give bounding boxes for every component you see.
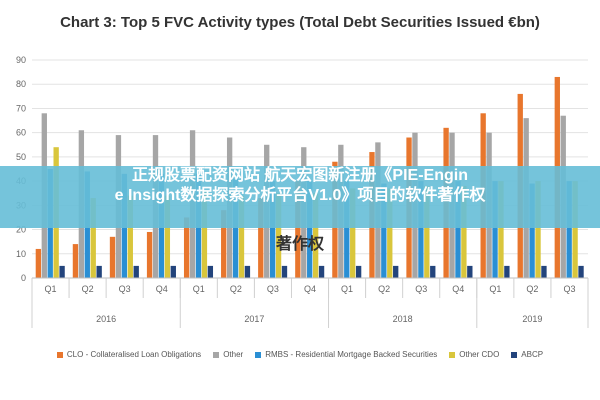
bar	[461, 185, 467, 278]
bar	[498, 181, 504, 278]
bar	[307, 181, 313, 278]
bar	[430, 265, 436, 278]
year-label: 2018	[393, 314, 413, 324]
chart-title: Chart 3: Top 5 FVC Activity types (Total…	[60, 14, 540, 31]
x-tick-label: Q3	[267, 284, 279, 294]
bar	[387, 188, 393, 278]
chart-legend: CLO - Collateralised Loan Obligations Oth…	[0, 350, 600, 359]
y-tick-label: 70	[16, 103, 26, 113]
bar	[541, 265, 547, 278]
legend-swatch	[449, 351, 456, 358]
bar	[72, 244, 79, 278]
bar	[232, 178, 239, 278]
x-tick-label: Q4	[156, 284, 168, 294]
legend-label: Other	[223, 350, 244, 359]
bar	[258, 198, 264, 278]
legend-item: RMBS - Residential Mortgage Backed Secur…	[255, 350, 437, 359]
watermark-line-2: e Insight数据探索分析平台V1.0》项目的软件著作权	[114, 187, 486, 204]
legend-swatch	[255, 351, 262, 358]
bar	[183, 217, 190, 278]
legend-label: ABCP	[521, 350, 544, 359]
bar	[318, 265, 325, 278]
bar	[275, 193, 282, 278]
bar	[238, 195, 245, 278]
bar	[578, 265, 584, 278]
bar	[455, 181, 461, 278]
year-label: 2019	[522, 314, 542, 324]
bar	[164, 195, 171, 278]
bar	[312, 193, 319, 278]
bar	[146, 231, 153, 278]
year-label: 2017	[244, 314, 264, 324]
watermark-line-3: 著作权	[275, 236, 324, 253]
x-tick-label: Q4	[304, 284, 316, 294]
x-tick-label: Q2	[230, 284, 242, 294]
legend-label: CLO - Collateralised Loan Obligations	[66, 350, 202, 359]
bar	[295, 181, 301, 278]
x-tick-label: Q1	[489, 284, 501, 294]
watermark-banner: 正规股票配资网站 航天宏图新注册《PIE-Engin e Insight数据探索…	[0, 166, 600, 228]
x-tick-label: Q4	[452, 284, 464, 294]
bar	[418, 181, 424, 278]
legend-label: Other CDO	[459, 350, 500, 359]
bar	[467, 265, 473, 278]
x-tick-label: Q3	[415, 284, 427, 294]
bar	[269, 181, 276, 278]
bar	[529, 183, 535, 278]
y-tick-label: 90	[16, 55, 26, 65]
legend-item: Other	[213, 350, 243, 359]
bar	[281, 265, 288, 278]
x-tick-label: Q3	[119, 284, 131, 294]
bar	[170, 265, 176, 278]
bar	[393, 265, 399, 278]
legend-swatch	[213, 351, 220, 358]
legend-swatch	[511, 351, 518, 358]
x-tick-label: Q1	[341, 284, 353, 294]
bar	[355, 265, 362, 278]
legend-item: ABCP	[511, 350, 543, 359]
watermark-line-1: 正规股票配资网站 航天宏图新注册《PIE-Engin	[131, 167, 468, 184]
bar	[504, 265, 510, 278]
bar	[207, 265, 214, 278]
bar	[90, 198, 96, 278]
bar	[35, 248, 42, 278]
legend-swatch	[56, 351, 63, 358]
legend-label: RMBS - Residential Mortgage Backed Secur…	[265, 350, 438, 359]
bar	[59, 265, 65, 278]
x-tick-label: Q3	[563, 284, 575, 294]
legend-item: CLO - Collateralised Loan Obligations	[56, 350, 202, 359]
legend-item: Other CDO	[449, 350, 499, 359]
bar	[344, 181, 350, 278]
x-tick-label: Q1	[193, 284, 205, 294]
bar	[350, 188, 356, 278]
y-tick-label: 50	[16, 152, 26, 162]
bar	[96, 265, 102, 278]
y-tick-label: 0	[21, 273, 26, 283]
y-tick-label: 60	[16, 128, 26, 138]
y-tick-label: 10	[16, 249, 26, 259]
bar	[244, 265, 251, 278]
bar	[221, 210, 227, 278]
bar	[566, 181, 572, 278]
bar	[133, 265, 139, 278]
y-tick-label: 20	[16, 225, 26, 235]
bar	[109, 236, 116, 278]
x-tick-label: Q1	[45, 284, 57, 294]
bar	[381, 183, 387, 278]
bar	[424, 185, 430, 278]
bar	[127, 195, 133, 278]
x-tick-label: Q2	[82, 284, 94, 294]
bar	[572, 181, 578, 278]
bar	[535, 181, 541, 278]
y-tick-label: 80	[16, 79, 26, 89]
bar	[492, 181, 498, 278]
x-tick-label: Q2	[526, 284, 538, 294]
bar	[201, 190, 208, 278]
year-label: 2016	[96, 314, 116, 324]
x-tick-label: Q2	[378, 284, 390, 294]
